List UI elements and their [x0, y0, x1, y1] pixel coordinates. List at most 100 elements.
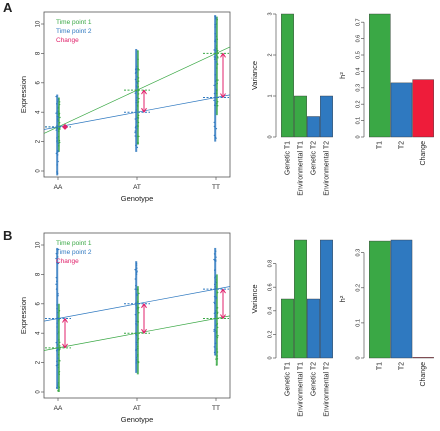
- data-point: [56, 128, 58, 130]
- data-point: [134, 68, 137, 71]
- data-point: [58, 373, 60, 376]
- data-point: [214, 56, 216, 58]
- y-tick-label: 0.1: [355, 117, 361, 125]
- data-point: [134, 78, 137, 81]
- data-point: [216, 38, 219, 41]
- y-axis-label: Expression: [19, 297, 28, 334]
- data-point: [216, 82, 218, 85]
- data-point: [137, 58, 139, 60]
- data-point: [57, 353, 60, 356]
- data-point: [57, 256, 59, 258]
- data-point: [58, 372, 60, 374]
- data-point: [138, 292, 140, 295]
- data-point: [137, 338, 140, 340]
- y-tick-label: 0.2: [355, 284, 361, 292]
- y-tick-label: 0: [267, 356, 273, 359]
- data-point: [137, 345, 139, 348]
- data-point: [55, 103, 58, 105]
- data-point: [57, 154, 59, 156]
- data-point: [56, 326, 58, 328]
- y-tick-label: 0: [36, 390, 42, 394]
- data-point: [216, 351, 219, 353]
- data-point: [135, 323, 137, 325]
- data-point: [213, 330, 215, 332]
- data-point: [134, 269, 137, 271]
- arrow-head: [220, 314, 226, 319]
- data-point: [136, 105, 139, 107]
- bar-category-label: Environmental T1: [297, 362, 304, 417]
- data-point: [137, 321, 140, 323]
- data-point: [56, 139, 58, 142]
- data-point: [213, 283, 216, 286]
- bar-category-label: Change: [420, 362, 427, 387]
- data-point: [55, 350, 58, 352]
- data-point: [56, 348, 59, 351]
- data-point: [58, 339, 60, 341]
- data-point: [215, 250, 217, 252]
- point-column: [135, 261, 138, 373]
- data-point: [55, 252, 57, 255]
- data-point: [213, 351, 216, 354]
- bar: [412, 79, 434, 138]
- data-point: [217, 105, 219, 107]
- data-point: [213, 104, 216, 106]
- data-point: [57, 261, 59, 264]
- data-point: [217, 79, 219, 81]
- data-point: [56, 172, 59, 175]
- bar: [281, 298, 294, 359]
- x-axis-label: Genotype: [121, 415, 154, 424]
- data-point: [57, 331, 60, 333]
- data-point: [57, 149, 59, 152]
- data-point: [135, 273, 138, 275]
- change-marker: [62, 123, 68, 130]
- bar: [320, 95, 333, 138]
- data-point: [214, 39, 217, 41]
- y-tick-label: 4: [36, 110, 42, 114]
- arrow-head: [141, 328, 147, 334]
- data-point: [55, 152, 58, 155]
- data-point: [138, 135, 140, 138]
- data-point: [216, 336, 219, 339]
- data-point: [137, 341, 139, 344]
- data-point: [136, 267, 138, 269]
- panel-label: B: [3, 228, 12, 243]
- data-point: [138, 97, 140, 100]
- bar-category-label: Genetic T2: [310, 141, 317, 175]
- data-point: [135, 348, 137, 351]
- arrow-head: [141, 89, 147, 95]
- bar-category-label: T1: [377, 141, 384, 149]
- bars-A-h2: 0 0.1 0.2 0.3 0.4 0.5 0.6 0.7 h² T1 T2 Change: [338, 13, 434, 166]
- y-tick-label: 0.7: [355, 18, 361, 26]
- data-point: [215, 296, 218, 299]
- data-point: [136, 270, 138, 272]
- y-tick-label: 2: [267, 53, 273, 56]
- data-point: [137, 101, 140, 103]
- legend-entry: Time point 1: [56, 19, 92, 26]
- data-point: [217, 57, 219, 59]
- y-tick-label: 0.6: [267, 283, 273, 291]
- data-point: [135, 341, 138, 344]
- trend-line-blue: [43, 94, 231, 130]
- data-point: [214, 354, 216, 356]
- bar-category-label: Environmental T2: [323, 141, 330, 196]
- data-point: [55, 112, 57, 114]
- bar-category-label: T2: [398, 362, 405, 370]
- data-point: [213, 295, 216, 298]
- bar: [390, 82, 413, 138]
- data-point: [213, 99, 215, 102]
- data-point: [134, 135, 136, 137]
- legend-entry: Time point 2: [56, 28, 92, 35]
- data-point: [56, 387, 58, 389]
- bar: [369, 240, 391, 359]
- data-point: [137, 50, 139, 52]
- data-point: [56, 363, 59, 366]
- data-point: [136, 125, 138, 127]
- data-point: [137, 93, 140, 95]
- data-point: [135, 284, 137, 287]
- data-point: [135, 144, 137, 147]
- data-point: [137, 121, 140, 124]
- data-point: [213, 125, 216, 128]
- y-tick-label: 8: [36, 272, 42, 276]
- arrow-head: [62, 343, 68, 349]
- data-point: [57, 160, 59, 163]
